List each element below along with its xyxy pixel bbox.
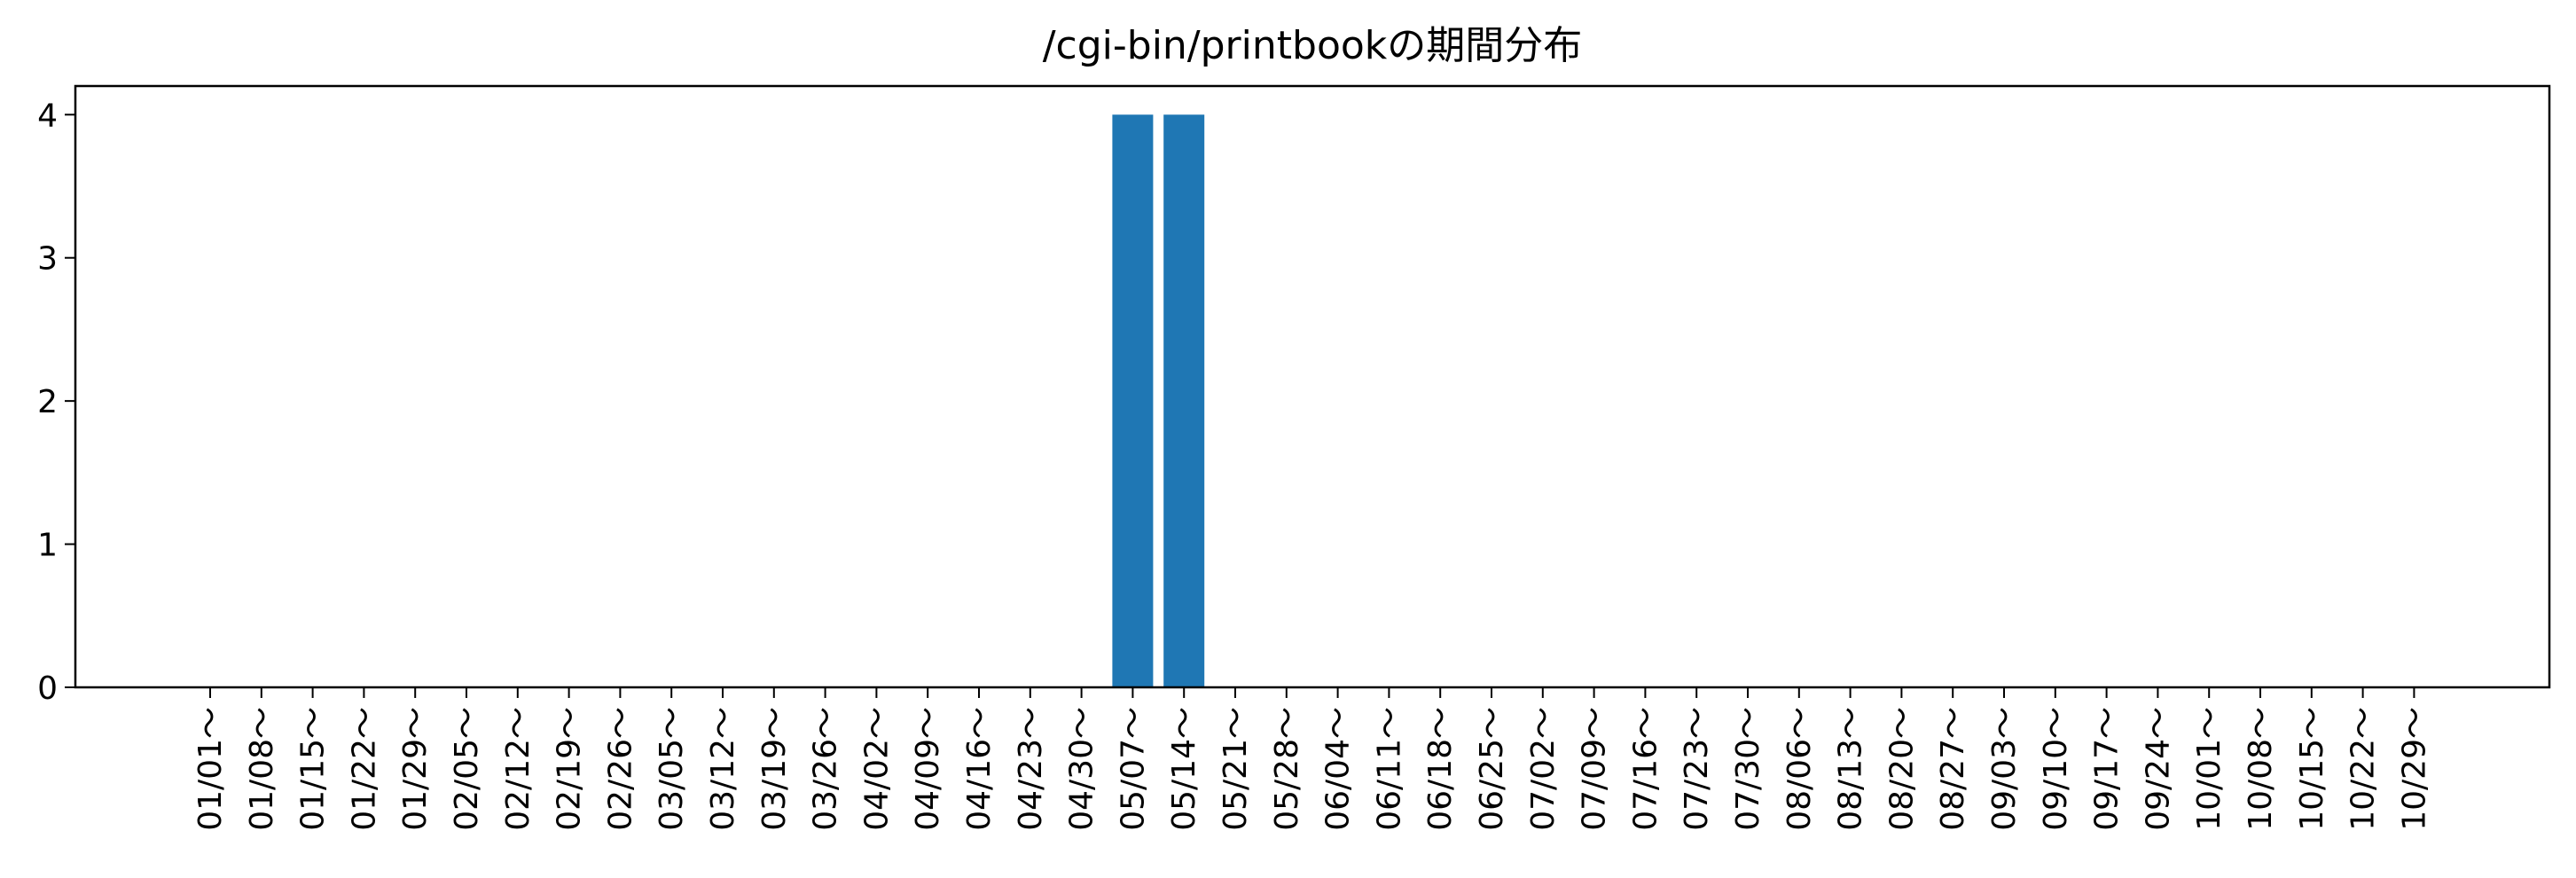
x-tick-label-21: 05/28～ xyxy=(1269,707,1305,831)
x-tick-label-23: 06/11～ xyxy=(1371,707,1407,831)
x-tick-label-29: 07/23～ xyxy=(1679,707,1715,831)
x-tick-label-17: 04/30～ xyxy=(1064,707,1100,831)
x-tick-label-11: 03/19～ xyxy=(756,707,793,831)
x-tick-label-9: 03/05～ xyxy=(654,707,690,831)
x-tick-label-1: 01/08～ xyxy=(244,707,280,831)
x-tick-label-4: 01/29～ xyxy=(397,707,434,831)
x-tick-label-34: 08/27～ xyxy=(1935,707,1971,831)
x-tick-label-5: 02/05～ xyxy=(449,707,485,831)
x-tick-label-28: 07/16～ xyxy=(1627,707,1664,831)
bar-19 xyxy=(1163,114,1205,688)
x-tick-label-0: 01/01～ xyxy=(192,707,229,831)
x-tick-label-13: 04/02～ xyxy=(858,707,895,831)
x-tick-label-27: 07/09～ xyxy=(1577,707,1613,831)
x-tick-label-16: 04/23～ xyxy=(1013,707,1049,831)
x-tick-label-43: 10/29～ xyxy=(2396,707,2432,831)
x-tick-label-41: 10/15～ xyxy=(2294,707,2330,831)
x-tick-label-20: 05/21～ xyxy=(1218,707,1254,831)
x-tick-label-38: 09/24～ xyxy=(2140,707,2176,831)
x-tick-label-6: 02/12～ xyxy=(500,707,536,831)
x-tick-label-33: 08/20～ xyxy=(1883,707,1920,831)
bar-18 xyxy=(1112,114,1154,688)
bars-group xyxy=(1112,114,1205,688)
y-tick-label-1: 1 xyxy=(37,528,58,564)
x-tick-label-10: 03/12～ xyxy=(705,707,741,831)
plot-frame xyxy=(74,84,2551,689)
x-tick-label-3: 01/22～ xyxy=(346,707,382,831)
x-tick-label-42: 10/22～ xyxy=(2345,707,2382,831)
x-tick-label-35: 09/03～ xyxy=(1986,707,2023,831)
x-axis: 01/01～ 01/08～ 01/15～ 01/22～ 01/29～ 02/05～ 02/1… xyxy=(192,687,2432,831)
x-tick-label-22: 06/04～ xyxy=(1320,707,1357,831)
x-tick-label-2: 01/15～ xyxy=(295,707,332,831)
x-tick-label-24: 06/18～ xyxy=(1422,707,1459,831)
y-tick-label-3: 3 xyxy=(37,241,58,278)
x-tick-label-32: 08/13～ xyxy=(1833,707,1869,831)
x-tick-label-37: 09/17～ xyxy=(2089,707,2126,831)
y-tick-label-2: 2 xyxy=(37,384,58,420)
x-tick-label-18: 05/07～ xyxy=(1115,707,1151,831)
chart-title: /cgi-bin/printbookの期間分布 xyxy=(1043,23,1583,68)
x-tick-label-19: 05/14～ xyxy=(1166,707,1202,831)
x-tick-label-14: 04/09～ xyxy=(910,707,946,831)
x-tick-label-12: 03/26～ xyxy=(808,707,844,831)
x-tick-label-7: 02/19～ xyxy=(552,707,588,831)
y-tick-label-4: 4 xyxy=(37,98,58,134)
y-axis: 0 1 2 3 4 xyxy=(37,98,75,707)
x-tick-label-25: 06/25～ xyxy=(1474,707,1510,831)
x-tick-label-31: 08/06～ xyxy=(1781,707,1818,831)
x-tick-label-8: 02/26～ xyxy=(602,707,638,831)
y-tick-label-0: 0 xyxy=(37,670,58,707)
x-tick-label-36: 09/10～ xyxy=(2038,707,2074,831)
x-tick-label-15: 04/16～ xyxy=(961,707,998,831)
x-tick-label-26: 07/02～ xyxy=(1525,707,1562,831)
x-tick-label-39: 10/01～ xyxy=(2191,707,2228,831)
x-tick-label-40: 10/08～ xyxy=(2243,707,2279,831)
x-tick-label-30: 07/30～ xyxy=(1730,707,1766,831)
